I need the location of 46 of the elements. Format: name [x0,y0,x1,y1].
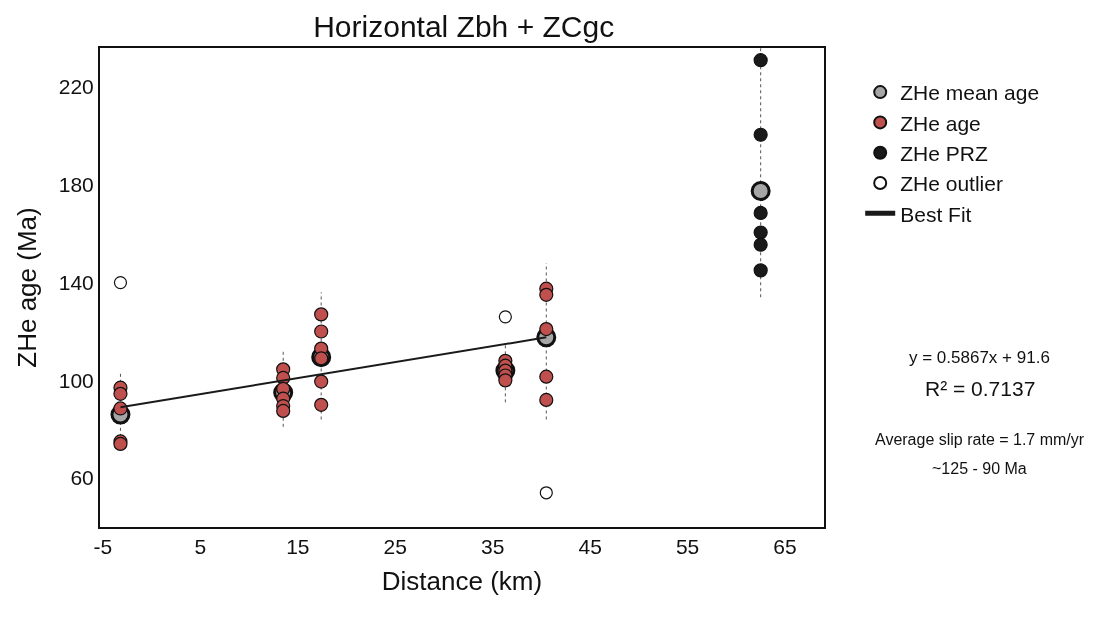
x-tick-label: 15 [286,535,310,559]
text: Average slip rate = 1.7 mm/yr [875,431,1085,448]
y-tick-label: 180 [58,173,94,197]
y-tick-label: 60 [70,466,94,490]
y-axis-title: ZHe age (Ma) [11,207,42,368]
point [113,276,128,290]
point [753,237,768,252]
x-tick-label: -5 [93,535,113,559]
point [753,263,768,278]
point [753,53,768,68]
legend-label: ZHe mean age [900,81,1040,105]
point [539,392,554,408]
x-tick-label: 45 [578,535,602,559]
point [276,403,291,419]
point [539,287,554,302]
legend-label: ZHe outlier [900,172,1003,196]
point [539,321,554,337]
point [498,310,512,324]
x-tick-label: 65 [773,535,797,559]
x-axis-title: Distance (km) [381,566,543,597]
point [753,205,768,221]
point [113,386,128,401]
point [314,397,329,412]
point [314,374,329,389]
point [539,486,553,500]
x-tick-label: 5 [194,535,207,559]
legend-label: ZHe PRZ [900,141,988,165]
y-tick-label: 220 [58,75,94,99]
text: R² = 0.7137 [925,377,1036,400]
point [753,127,768,142]
x-tick-label: 25 [383,535,407,559]
point [539,369,554,384]
x-tick-label: 35 [481,535,505,559]
legend-label: Best Fit [900,202,972,226]
point [753,225,768,240]
y-tick-label: 140 [58,270,94,294]
text: ~125 - 90 Ma [932,460,1027,477]
x-tick-label: 55 [675,535,700,559]
point [750,180,771,201]
y-tick-label: 100 [58,368,94,392]
point [498,373,513,388]
point [314,324,329,339]
text: y = 0.5867x + 91.6 [909,348,1050,367]
chart-title: Horizontal Zbh + ZCgc [313,9,615,43]
legend-label: ZHe age [900,111,981,135]
point [314,307,329,322]
